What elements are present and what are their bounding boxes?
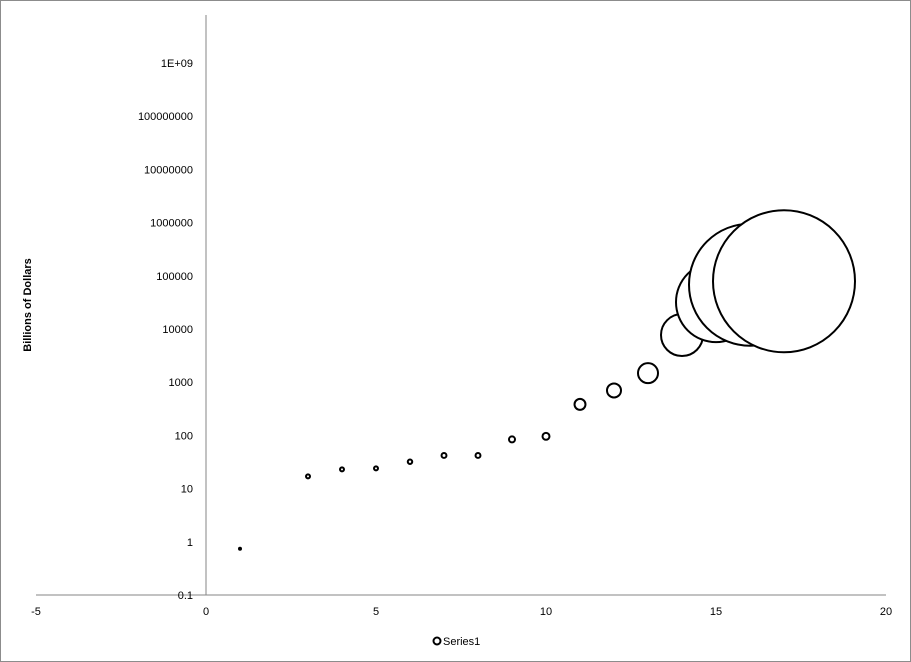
- bubble-point: [508, 435, 516, 444]
- y-tick-label: 1000: [169, 377, 193, 389]
- bubble-point: [606, 382, 622, 399]
- bubble-point: [712, 209, 856, 354]
- bubble-point: [305, 473, 311, 480]
- legend-label: Series1: [443, 636, 480, 648]
- x-tick-label: 5: [373, 606, 379, 618]
- x-tick-label: -5: [31, 606, 41, 618]
- x-tick-label: 15: [710, 606, 722, 618]
- y-tick-label: 10: [181, 484, 193, 496]
- y-tick-label: 1: [187, 537, 193, 549]
- x-tick-label: 10: [540, 606, 552, 618]
- y-tick-label: 0.1: [178, 590, 193, 602]
- x-tick-label: 0: [203, 606, 209, 618]
- y-tick-label: 100: [175, 430, 193, 442]
- x-tick-label: 20: [880, 606, 892, 618]
- y-tick-label: 100000: [156, 271, 193, 283]
- bubble-point: [573, 397, 587, 411]
- y-tick-label: 10000: [162, 324, 193, 336]
- bubble-point: [440, 451, 448, 459]
- bubble-point: [474, 451, 482, 459]
- y-tick-label: 1E+09: [161, 58, 193, 70]
- bubble-point: [406, 458, 414, 465]
- legend: Series1: [432, 636, 480, 648]
- y-tick-label: 100000000: [138, 111, 193, 123]
- bubble-point: [637, 362, 659, 385]
- y-tick-label: 1000000: [150, 218, 193, 230]
- bubble-point: [373, 465, 379, 472]
- y-tick-label: 10000000: [144, 164, 193, 176]
- legend-marker: [432, 636, 442, 646]
- bubble-point: [541, 431, 551, 441]
- bubble-point: [238, 546, 242, 551]
- bubble-point: [339, 466, 345, 473]
- y-axis-label: Billions of Dollars: [22, 258, 34, 352]
